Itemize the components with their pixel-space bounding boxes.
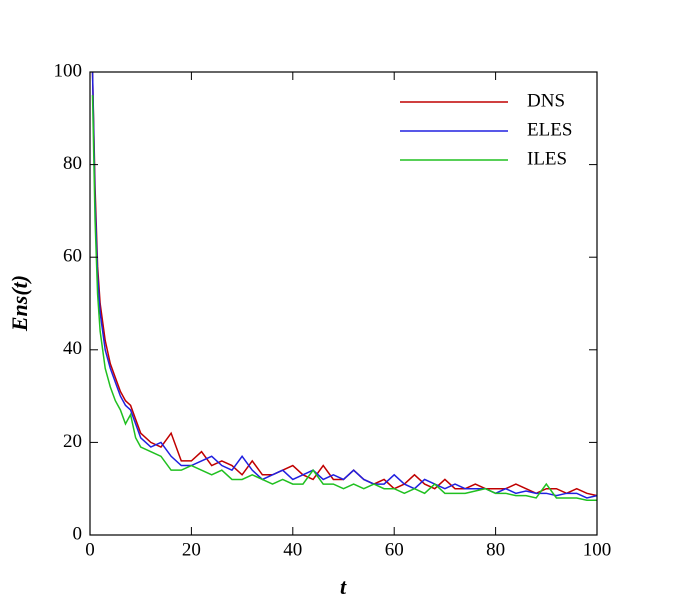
y-tick-label: 100: [54, 60, 83, 81]
legend-label: DNS: [527, 90, 565, 111]
legend-label: ELES: [527, 119, 572, 140]
x-tick-label: 100: [583, 539, 612, 560]
series-line: [91, 71, 598, 497]
plot-lines: [91, 71, 598, 502]
plot-frame: [89, 71, 598, 536]
y-axis-title: Ens(t): [7, 275, 32, 332]
series-line: [91, 95, 597, 502]
y-tick-label: 20: [63, 431, 82, 452]
y-tick-label: 80: [63, 153, 82, 174]
y-tick-label: 60: [63, 246, 82, 267]
series-line: [91, 71, 598, 499]
x-tick-label: 80: [486, 539, 505, 560]
y-tick-label: 0: [73, 523, 83, 544]
legend-label: ILES: [527, 148, 567, 169]
x-tick-label: 60: [385, 539, 404, 560]
x-tick-label: 20: [182, 539, 201, 560]
y-tick-label: 40: [63, 338, 82, 359]
x-tick-label: 0: [85, 539, 95, 560]
x-tick-label: 40: [283, 539, 302, 560]
x-axis-title: t: [340, 574, 347, 599]
